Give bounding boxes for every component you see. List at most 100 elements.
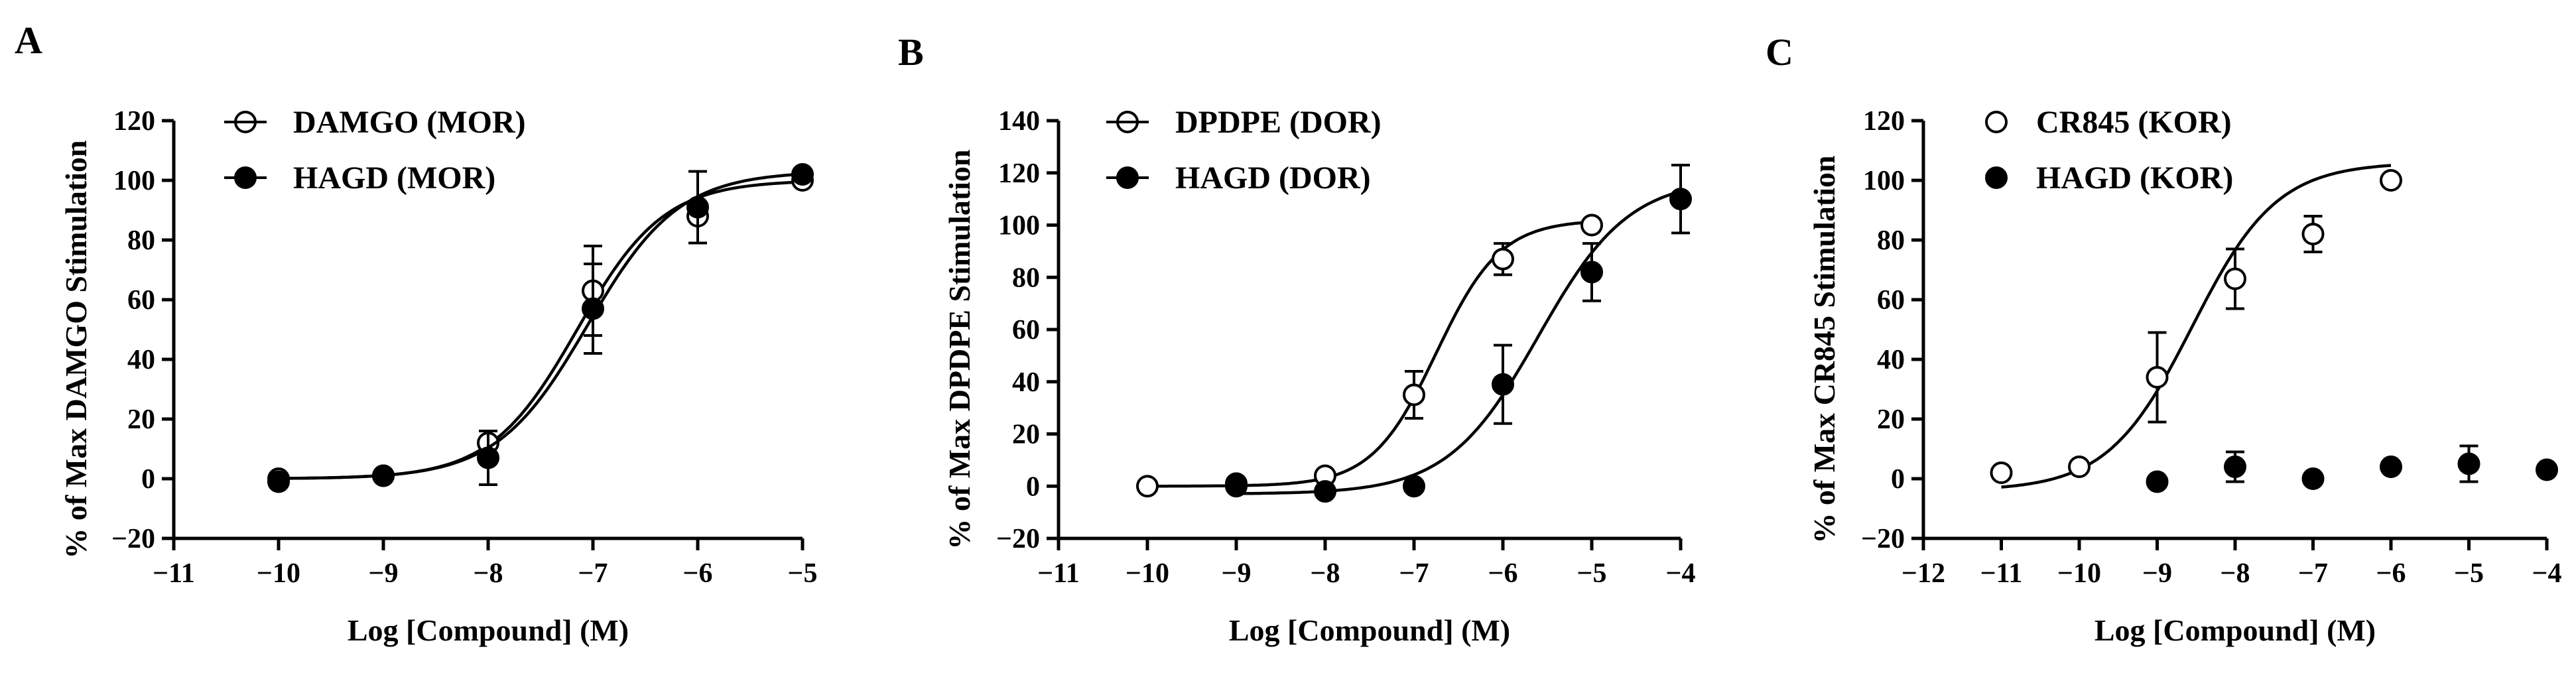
y-tick-label: 0 (1891, 464, 1905, 495)
series-dpdpe-dor (1136, 214, 1603, 498)
data-point (686, 196, 709, 219)
x-tick-label: −11 (153, 558, 195, 589)
legend-label-hagd-mor: HAGD (MOR) (293, 160, 495, 196)
y-tick-label: 20 (1012, 420, 1040, 450)
data-point (2301, 467, 2325, 490)
data-point (2224, 456, 2246, 478)
series-hagd-mor (267, 163, 814, 493)
data-point (1990, 461, 2013, 484)
data-point (2457, 452, 2480, 475)
data-point (267, 470, 290, 493)
data-point (1492, 373, 1514, 396)
y-tick-label: 140 (998, 106, 1040, 137)
x-tick-label: −6 (1488, 558, 1518, 589)
y-tick-label: 80 (1012, 263, 1040, 293)
y-tick-label: 60 (1877, 285, 1905, 316)
y-tick-label: 40 (127, 345, 155, 375)
x-tick-label: −5 (788, 558, 818, 589)
x-tick-label: −9 (369, 558, 399, 589)
y-axis-title: % of Max CR845 Stimulation (1807, 155, 1841, 543)
series-hagd-kor (2146, 444, 2558, 493)
series-cr845-kor (1990, 164, 2402, 489)
y-tick-label: 60 (1012, 315, 1040, 345)
y-tick-label: 40 (1877, 345, 1905, 375)
x-tick-label: −7 (578, 558, 608, 589)
y-tick-label: 40 (1012, 367, 1040, 398)
y-tick-label: 20 (1877, 404, 1905, 435)
data-point (2380, 169, 2402, 192)
fit-curve (1236, 190, 1681, 495)
y-axis-title: % of Max DPDPE Stimulation (942, 149, 976, 549)
x-tick-label: −10 (1126, 558, 1169, 589)
x-tick-label: −9 (2142, 558, 2172, 589)
legend-label-damgo-mor: DAMGO (MOR) (293, 105, 526, 140)
data-point (2068, 456, 2091, 478)
panel-a-axes: −20 0 20 40 60 80 100 120 −11 −10 −9 −8 −7 −6 −5 Log [C… (59, 106, 817, 647)
y-tick-label: 100 (998, 211, 1040, 241)
data-point (791, 163, 814, 186)
fit-curve (279, 180, 803, 480)
panel-a: A −20 0 20 40 60 80 100 120 −11 −10 −9 −8 −7 −6 −5 Log … (15, 19, 817, 647)
panel-letter-a: A (15, 19, 42, 62)
panel-b-legend: DPDPE (DOR) HAGD (DOR) (1106, 105, 1382, 196)
panel-letter-b: B (898, 31, 924, 74)
x-tick-label: −7 (1399, 558, 1429, 589)
y-tick-label: −20 (1861, 524, 1905, 554)
data-point (1580, 261, 1603, 284)
data-point (1314, 480, 1336, 503)
data-point (1136, 475, 1159, 498)
data-point (1403, 383, 1425, 406)
x-tick-label: −8 (1311, 558, 1340, 589)
data-point (2301, 223, 2325, 245)
x-tick-label: −6 (2376, 558, 2406, 589)
y-tick-label: 80 (127, 225, 155, 256)
panel-a-legend: DAMGO (MOR) HAGD (MOR) (224, 105, 526, 196)
fit-curve (1147, 220, 1592, 488)
x-tick-label: −5 (2454, 558, 2484, 589)
data-point (2380, 456, 2402, 478)
x-tick-label: −11 (1037, 558, 1080, 589)
data-point (2224, 267, 2246, 290)
y-tick-label: 120 (1863, 106, 1905, 137)
x-tick-label: −12 (1901, 558, 1945, 589)
data-point (1492, 247, 1514, 271)
panel-b-axes: −20 0 20 40 60 80 100 120 140 −11 −10 −9 −8 −7 −6 −5 −4 L… (942, 106, 1695, 647)
x-tick-label: −4 (2532, 558, 2562, 589)
x-axis-title: Log [Compound] (M) (348, 613, 629, 647)
legend-label-hagd-kor: HAGD (KOR) (2036, 160, 2233, 196)
panel-c-legend: CR845 (KOR) HAGD (KOR) (1985, 105, 2233, 196)
legend-label-cr845-kor: CR845 (KOR) (2036, 105, 2232, 140)
y-tick-label: 100 (1863, 166, 1905, 196)
legend-filled-circle-icon (1985, 166, 2008, 189)
legend-label-dpdpe-dor: DPDPE (DOR) (1175, 105, 1382, 140)
series-damgo-mor (267, 169, 814, 490)
y-axis-title: % of Max DAMGO Stimulation (59, 140, 93, 558)
legend-open-circle-icon (1985, 111, 2008, 133)
x-tick-label: −8 (474, 558, 503, 589)
panel-letter-c: C (1766, 31, 1793, 74)
data-point (2146, 366, 2169, 389)
fit-curve (278, 172, 803, 480)
y-tick-label: 100 (113, 166, 155, 196)
data-point (2146, 470, 2169, 493)
legend-label-hagd-dor: HAGD (DOR) (1175, 160, 1371, 196)
data-point (1403, 475, 1425, 498)
y-tick-label: −20 (111, 524, 155, 554)
x-tick-label: −6 (683, 558, 713, 589)
data-point (1225, 472, 1248, 495)
y-tick-label: −20 (996, 524, 1040, 554)
y-tick-label: 120 (998, 158, 1040, 189)
data-point (372, 464, 395, 487)
data-point (1669, 188, 1692, 211)
data-point (1580, 214, 1603, 237)
y-tick-label: 120 (113, 106, 155, 137)
y-tick-label: 20 (127, 404, 155, 435)
x-axis-title: Log [Compound] (M) (2094, 613, 2376, 647)
x-tick-label: −8 (2221, 558, 2250, 589)
series-hagd-dor (1225, 163, 1692, 503)
data-point (477, 446, 499, 469)
y-tick-label: 0 (1026, 471, 1040, 502)
